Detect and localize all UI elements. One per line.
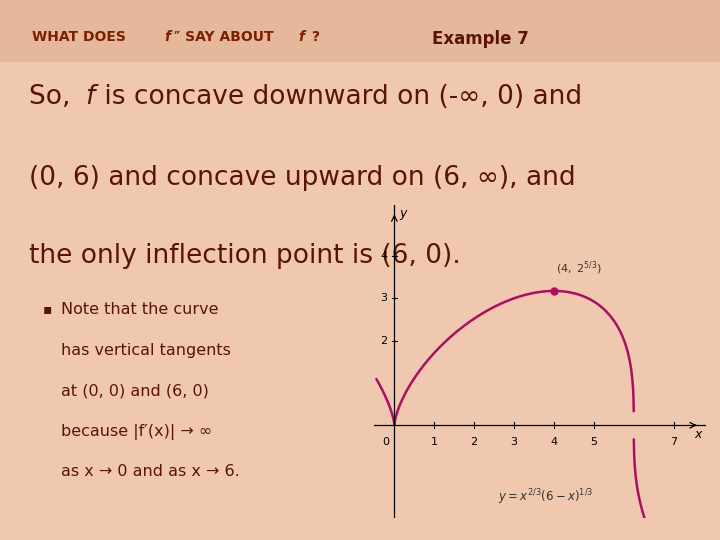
Text: ″ SAY ABOUT: ″ SAY ABOUT	[174, 30, 278, 44]
Text: as x → 0 and as x → 6.: as x → 0 and as x → 6.	[61, 464, 240, 480]
Text: 4: 4	[380, 251, 387, 261]
Text: 3: 3	[510, 437, 518, 447]
Text: $y = x^{2/3}(6 - x)^{1/3}$: $y = x^{2/3}(6 - x)^{1/3}$	[498, 488, 594, 507]
Text: 4: 4	[550, 437, 557, 447]
Text: 7: 7	[670, 437, 678, 447]
Text: 2: 2	[380, 336, 387, 346]
Text: the only inflection point is (6, 0).: the only inflection point is (6, 0).	[29, 243, 461, 269]
Text: y: y	[399, 207, 407, 220]
Text: because |f′(x)| → ∞: because |f′(x)| → ∞	[61, 424, 212, 440]
Text: Example 7: Example 7	[432, 30, 529, 48]
Text: has vertical tangents: has vertical tangents	[61, 343, 231, 358]
Text: So,: So,	[29, 84, 78, 110]
Text: Note that the curve: Note that the curve	[61, 302, 219, 318]
Text: at (0, 0) and (6, 0): at (0, 0) and (6, 0)	[61, 383, 209, 399]
Text: WHAT DOES: WHAT DOES	[32, 30, 131, 44]
Text: 1: 1	[431, 437, 438, 447]
Text: 2: 2	[471, 437, 478, 447]
Text: 3: 3	[380, 293, 387, 303]
Text: ▪: ▪	[43, 302, 53, 316]
Bar	[0, 0, 720, 62]
Text: f: f	[85, 84, 94, 110]
Text: 0: 0	[382, 437, 389, 447]
Text: (0, 6) and concave upward on (6, ∞), and: (0, 6) and concave upward on (6, ∞), and	[29, 165, 575, 191]
Text: 5: 5	[590, 437, 598, 447]
Text: f: f	[299, 30, 305, 44]
Text: is concave downward on (-∞, 0) and: is concave downward on (-∞, 0) and	[96, 84, 582, 110]
Text: x: x	[694, 428, 701, 441]
Text: $(4,\ 2^{5/3})$: $(4,\ 2^{5/3})$	[556, 259, 602, 277]
Text: ?: ?	[307, 30, 320, 44]
Text: f: f	[164, 30, 170, 44]
